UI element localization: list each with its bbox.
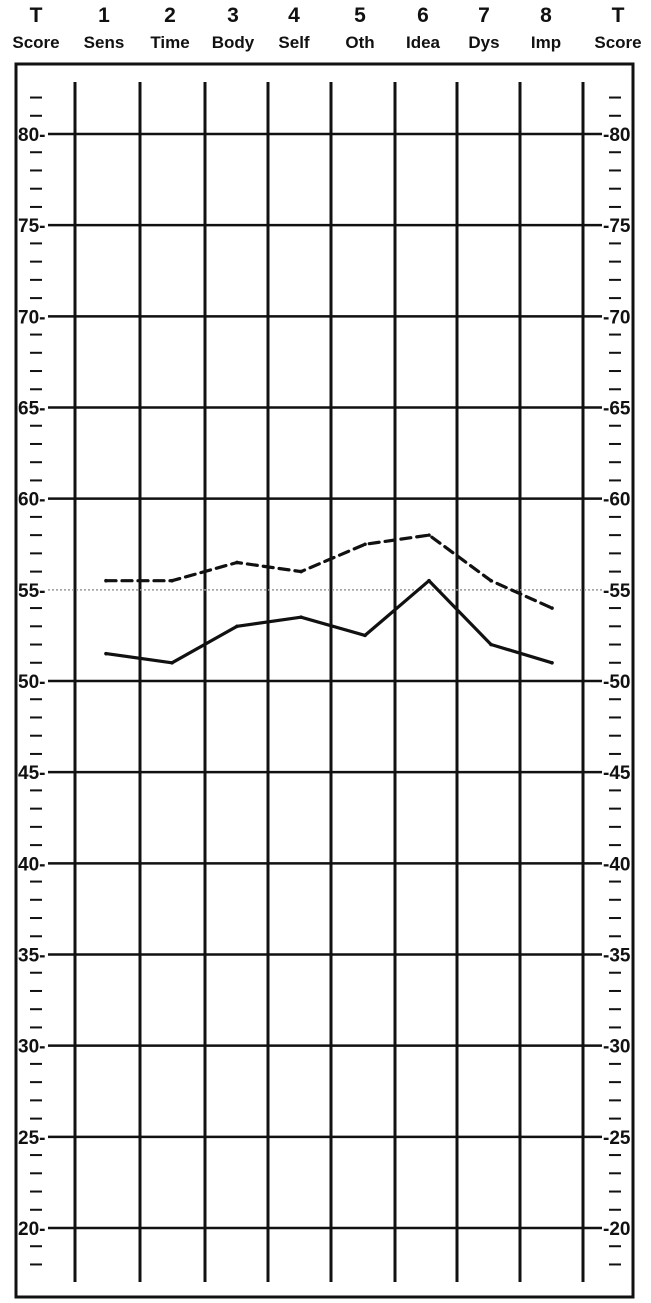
scale-number-6: 6 <box>417 4 429 27</box>
scale-label-self: Self <box>278 33 310 52</box>
scale-label-oth: Oth <box>345 33 374 52</box>
series-point-1-idea <box>427 533 431 537</box>
chart-frame <box>14 62 635 1299</box>
right-header-mark: T <box>612 4 625 27</box>
y-tick-right-70: -70 <box>603 307 630 328</box>
series-point-2-time <box>170 660 174 665</box>
y-tick-right-30: -30 <box>603 1037 630 1058</box>
y-tick-right-50: -50 <box>603 672 630 693</box>
y-tick-left-30: 30- <box>18 1037 45 1058</box>
y-tick-right-75: -75 <box>603 216 631 237</box>
y-tick-left-70: 70- <box>18 307 45 328</box>
series-point-2-dys <box>489 642 493 647</box>
y-tick-right-60: -60 <box>603 490 630 511</box>
left-header-mark: T <box>30 4 43 27</box>
y-tick-right-55: -55 <box>603 581 631 602</box>
right-header: T Score <box>594 4 641 52</box>
y-tick-left-55: 55- <box>18 581 45 602</box>
y-tick-right-25: -25 <box>603 1128 631 1149</box>
y-tick-left-65: 65- <box>18 399 45 420</box>
series-point-2-sens <box>104 651 108 656</box>
scale-headers: 1 Sens 2 Time 3 Body 4 Self 5 Oth 6 Idea 7 Dys 8 Imp <box>84 4 561 52</box>
minor-ticks <box>30 96 621 1266</box>
series-point-1-oth <box>363 542 367 547</box>
series-point-1-sens <box>104 578 108 583</box>
y-tick-left-50: 50- <box>18 672 45 693</box>
series-point-2-idea <box>427 578 431 583</box>
y-tick-left-60: 60- <box>18 490 45 511</box>
y-tick-left-80: 80- <box>18 125 45 146</box>
y-tick-right-35: -35 <box>603 946 631 967</box>
left-header-label: Score <box>12 33 59 52</box>
y-tick-right-40: -40 <box>603 854 630 875</box>
series-point-1-imp <box>550 606 554 610</box>
series-point-1-self <box>299 569 303 574</box>
right-header-label: Score <box>594 33 641 52</box>
left-header: T Score <box>12 4 59 52</box>
series-point-2-body <box>235 624 239 629</box>
scale-label-sens: Sens <box>84 33 125 52</box>
scale-number-4: 4 <box>288 4 300 27</box>
grid <box>48 82 602 1282</box>
series-line-1-dashed <box>104 533 554 610</box>
series-point-2-oth <box>363 633 367 638</box>
y-tick-left-20: 20- <box>18 1219 45 1240</box>
scale-number-5: 5 <box>354 4 366 27</box>
series-point-1-time <box>170 578 174 583</box>
scale-label-body: Body <box>212 33 255 52</box>
y-tick-right-80: -80 <box>603 125 630 146</box>
series-point-2-self <box>299 615 303 619</box>
scale-label-imp: Imp <box>531 33 561 52</box>
y-tick-right-65: -65 <box>603 399 631 420</box>
y-tick-left-75: 75- <box>18 216 45 237</box>
series-point-2-imp <box>550 660 554 665</box>
scale-number-7: 7 <box>478 4 490 27</box>
y-tick-left-35: 35- <box>18 946 45 967</box>
scale-label-time: Time <box>150 33 189 52</box>
scale-number-1: 1 <box>98 4 110 27</box>
y-tick-left-40: 40- <box>18 854 45 875</box>
y-tick-labels: 20- -20 25- -25 30- -30 35- -35 40- -40 45- -45 50- -… <box>18 125 631 1240</box>
scale-number-2: 2 <box>164 4 176 27</box>
scale-number-3: 3 <box>227 4 239 27</box>
scale-label-dys: Dys <box>468 33 499 52</box>
y-tick-left-25: 25- <box>18 1128 45 1149</box>
series-layer <box>104 533 554 665</box>
scale-label-idea: Idea <box>406 33 441 52</box>
series-point-1-body <box>235 560 239 565</box>
y-tick-right-45: -45 <box>603 763 631 784</box>
series-point-1-dys <box>489 578 493 583</box>
scale-number-8: 8 <box>540 4 552 27</box>
series-line-2-solid <box>104 579 554 665</box>
y-tick-right-20: -20 <box>603 1219 630 1240</box>
y-tick-left-45: 45- <box>18 763 45 784</box>
